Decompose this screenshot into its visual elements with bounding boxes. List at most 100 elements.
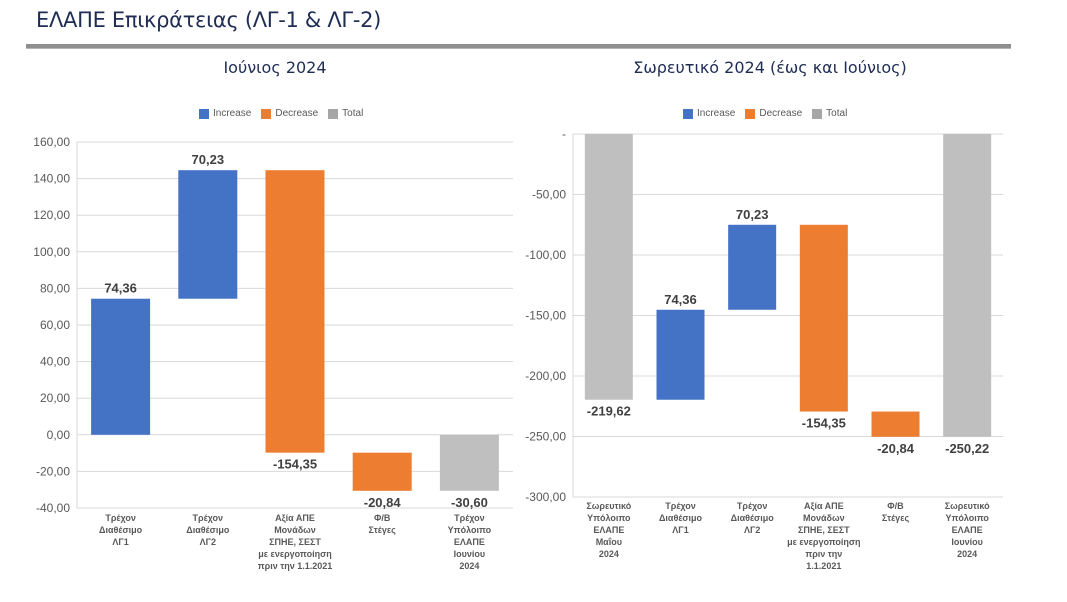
bar-increase <box>178 170 238 299</box>
legend-item-total: Total <box>812 108 847 119</box>
bar-increase <box>91 298 151 435</box>
data-label: -154,35 <box>273 457 317 472</box>
x-category-label: Ιουνίου <box>951 537 982 547</box>
x-category-label: Τρέχον <box>105 513 136 523</box>
decrease-swatch <box>745 108 756 119</box>
increase-swatch <box>683 108 693 119</box>
total-swatch <box>812 108 823 119</box>
x-category-label: Διαθέσιμο <box>659 513 703 523</box>
x-category-label: Διαθέσιμο <box>731 513 775 523</box>
x-category-label: ΛΓ2 <box>744 525 760 535</box>
x-category-label: Τρέχον <box>454 513 485 523</box>
legend-label-total: Total <box>342 108 364 119</box>
x-category-label: με ενεργοποίηση <box>787 537 860 547</box>
legend-label-decrease: Decrease <box>275 108 319 119</box>
x-category-label: ΣΠΗΕ, ΣΕΣΤ <box>798 525 850 535</box>
y-tick-label: -40,00 <box>36 501 70 515</box>
data-label: -30,60 <box>451 495 488 510</box>
bar-total <box>943 134 992 437</box>
y-tick-label: -200,00 <box>525 369 566 383</box>
y-tick-label: 160,00 <box>33 135 70 149</box>
data-label: -154,35 <box>802 416 846 431</box>
x-category-label: Διαθέσιμο <box>186 525 230 535</box>
legend-item-increase: Increase <box>683 108 735 119</box>
y-tick-label: -100,00 <box>525 248 566 262</box>
y-tick-label: -50,00 <box>532 188 566 202</box>
chart-title-cumulative: Σωρευτικό 2024 (έως και Ιούνιος) <box>633 58 907 77</box>
data-label: -250,22 <box>945 441 989 456</box>
y-tick-label: 100,00 <box>33 245 70 259</box>
y-tick-label: 80,00 <box>40 281 70 295</box>
legend-label-increase: Increase <box>697 108 736 119</box>
x-category-label: Τρέχον <box>193 513 224 523</box>
x-category-label: Υπόλοιπο <box>587 513 631 523</box>
x-category-label: Υπόλοιπο <box>448 525 492 535</box>
bar-total <box>439 434 499 491</box>
x-category-label: Μονάδων <box>274 525 316 535</box>
y-tick-label: -250,00 <box>525 430 566 444</box>
legend-cumulative: Increase Decrease Total <box>683 108 847 119</box>
bar-total <box>584 134 633 400</box>
bar-decrease <box>799 224 848 412</box>
x-category-label: ΕΛΑΠΕ <box>593 525 624 535</box>
x-category-label: ΛΓ1 <box>672 525 688 535</box>
x-category-label: Μαΐου <box>596 537 622 547</box>
y-tick-label: 140,00 <box>33 172 70 186</box>
x-category-label: Μονάδων <box>803 513 845 523</box>
bar-increase <box>728 224 777 310</box>
y-tick-label: -150,00 <box>525 309 566 323</box>
bar-increase <box>656 309 705 400</box>
legend-item-total: Total <box>328 108 363 119</box>
data-label: -20,84 <box>364 495 402 510</box>
y-tick-label: 40,00 <box>40 355 70 369</box>
x-category-label: ΕΛΑΠΕ <box>952 525 983 535</box>
legend-label-decrease: Decrease <box>759 108 803 119</box>
data-label: -219,62 <box>587 404 631 419</box>
x-category-label: Φ/Β <box>887 501 904 511</box>
x-category-label: ΛΓ1 <box>112 537 128 547</box>
y-tick-label: 0,00 <box>47 428 71 442</box>
legend-item-decrease: Decrease <box>745 108 802 119</box>
x-category-label: Τρέχον <box>737 501 768 511</box>
legend-label-total: Total <box>826 108 848 119</box>
x-category-label: Στέγες <box>369 525 397 535</box>
x-category-label: ΣΠΗΕ, ΣΕΣΤ <box>269 537 321 547</box>
legend-label-increase: Increase <box>213 108 252 119</box>
y-tick-label: - <box>562 127 566 141</box>
x-category-label: Υπόλοιπο <box>945 513 989 523</box>
x-category-label: Αξία ΑΠΕ <box>275 513 315 523</box>
x-category-label: πριν την <box>805 549 842 559</box>
data-label: 74,36 <box>104 281 137 296</box>
x-category-label: Αξία ΑΠΕ <box>804 501 844 511</box>
x-category-label: ΕΛΑΠΕ <box>454 537 485 547</box>
total-swatch <box>328 108 339 119</box>
y-tick-label: 60,00 <box>40 318 70 332</box>
page-title: ΕΛΑΠΕ Επικράτειας (ΛΓ-1 & ΛΓ-2) <box>36 8 382 32</box>
bar-decrease <box>352 452 412 491</box>
x-category-label: Στέγες <box>882 513 910 523</box>
title-divider <box>26 44 1011 49</box>
bar-decrease <box>871 411 920 437</box>
x-category-label: 1.1.2021 <box>806 561 841 571</box>
y-tick-label: -300,00 <box>525 490 566 504</box>
decrease-swatch <box>261 108 272 119</box>
data-label: 70,23 <box>192 152 225 167</box>
x-category-label: Ιουνίου <box>454 549 485 559</box>
data-label: -20,84 <box>877 441 915 456</box>
x-category-label: Φ/Β <box>374 513 391 523</box>
legend-item-decrease: Decrease <box>261 108 318 119</box>
x-category-label: Τρέχον <box>665 501 696 511</box>
x-category-label: Διαθέσιμο <box>99 525 143 535</box>
x-category-label: πριν την 1.1.2021 <box>258 561 333 571</box>
legend-june: Increase Decrease Total <box>199 108 363 119</box>
y-tick-label: 20,00 <box>40 391 70 405</box>
data-label: 74,36 <box>664 292 697 307</box>
legend-item-increase: Increase <box>199 108 251 119</box>
increase-swatch <box>199 108 209 119</box>
data-label: 70,23 <box>736 207 769 222</box>
y-tick-label: -20,00 <box>36 464 70 478</box>
x-category-label: 2024 <box>957 549 977 559</box>
x-category-label: Σωρευτικό <box>586 501 631 511</box>
y-tick-label: 120,00 <box>33 208 70 222</box>
